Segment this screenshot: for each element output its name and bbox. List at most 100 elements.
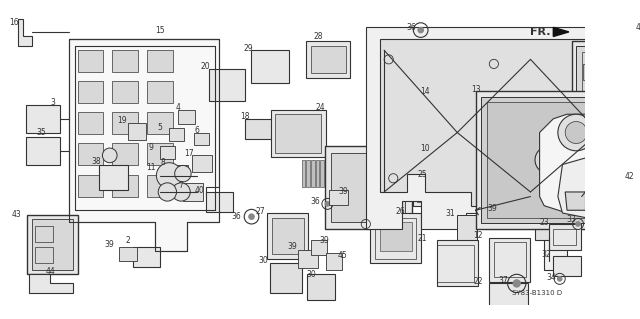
Text: 15: 15 [156,26,165,34]
Text: 14: 14 [420,87,430,96]
Bar [307,41,350,78]
Bar [380,222,412,251]
Bar [316,160,319,187]
Bar [35,247,53,263]
Text: 27: 27 [256,207,266,216]
Bar [311,46,346,73]
Bar [147,174,173,197]
Text: 34: 34 [547,272,556,282]
Circle shape [325,202,330,206]
Bar [77,174,103,197]
Bar [576,46,640,110]
Bar [128,123,147,140]
Text: 3: 3 [51,98,56,107]
Bar [147,144,173,166]
Bar [494,242,526,277]
Bar [486,102,611,218]
Text: 23: 23 [540,218,549,226]
Circle shape [513,280,520,287]
Bar [206,192,233,212]
Bar [331,152,405,222]
Text: 39: 39 [338,188,348,197]
Text: 24: 24 [316,103,325,112]
Bar [160,146,175,159]
Bar [476,91,622,228]
Bar [26,137,60,165]
Text: 44: 44 [45,267,55,276]
Polygon shape [558,155,638,219]
Text: 35: 35 [36,128,46,137]
Text: 25: 25 [418,170,428,179]
Text: 39: 39 [288,242,298,251]
Bar [77,112,103,134]
Bar [113,81,138,103]
Bar [375,218,416,259]
Text: 12: 12 [474,231,483,241]
Polygon shape [68,39,220,251]
Bar [371,213,420,263]
Bar [311,160,315,187]
Text: 13: 13 [471,85,481,94]
Bar [320,160,324,187]
Text: 39: 39 [487,204,497,213]
Bar [77,50,103,72]
Bar [437,245,474,282]
Bar [169,128,184,141]
Text: 36: 36 [310,197,321,206]
Bar [271,110,326,157]
Text: 41: 41 [636,23,640,32]
Text: 7: 7 [179,181,184,190]
Bar [275,114,321,152]
Circle shape [418,27,424,33]
Bar [302,160,305,187]
Bar [99,165,128,190]
Bar [77,81,103,103]
Bar [28,215,77,274]
Circle shape [576,222,580,226]
Text: 30: 30 [259,256,268,265]
Polygon shape [29,274,73,293]
Circle shape [604,114,640,151]
Bar [192,155,212,172]
Text: 21: 21 [418,234,428,243]
Text: 6: 6 [194,126,199,135]
Bar [548,224,580,249]
Text: 31: 31 [445,209,455,218]
Bar [413,176,448,206]
Bar [298,249,318,268]
Text: 30: 30 [306,270,316,279]
Text: 42: 42 [625,172,634,181]
Text: 38: 38 [92,157,101,166]
Bar [554,228,576,245]
Polygon shape [554,27,569,36]
Bar [490,283,528,309]
Text: 43: 43 [12,210,21,219]
Bar [270,263,302,293]
Bar [113,50,138,72]
Bar [147,112,173,134]
Bar [437,241,478,286]
Circle shape [102,148,117,163]
Bar [113,144,138,166]
Text: 36: 36 [406,23,417,32]
Bar [324,146,412,228]
Circle shape [175,166,191,182]
Bar [458,215,477,241]
Bar [554,256,580,276]
Bar [183,183,203,201]
Bar [582,52,635,103]
Text: 26: 26 [396,207,405,216]
Bar [179,110,195,124]
Bar [267,213,308,259]
Bar [481,97,616,223]
Bar [194,132,209,145]
Bar [77,144,103,166]
Text: 2: 2 [125,236,131,245]
Polygon shape [596,192,627,210]
Bar [307,160,310,187]
Circle shape [611,122,633,144]
Text: 4: 4 [176,103,180,112]
Polygon shape [380,39,599,241]
Circle shape [158,183,177,201]
Polygon shape [19,19,32,46]
